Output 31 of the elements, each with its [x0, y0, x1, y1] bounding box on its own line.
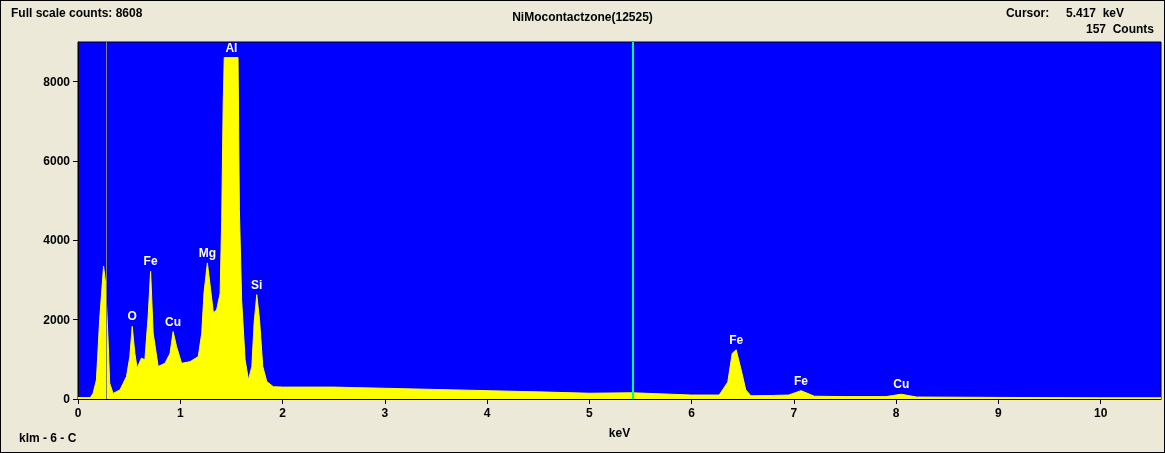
text: 157 Counts [1085, 22, 1155, 36]
annotation: Si [251, 277, 263, 292]
text: Cursor: 5.417 keV [1005, 6, 1125, 20]
x-tick-label: 3 [381, 406, 389, 420]
annotation: Fe [729, 332, 744, 347]
x-tick-label: 6 [688, 406, 696, 420]
y-tick-label: 8000 [43, 74, 71, 89]
annotation: Mg [198, 245, 217, 260]
text: Full scale counts: 8608 [11, 6, 143, 20]
x-tick-label: 2 [279, 406, 287, 420]
annotation: O [127, 309, 137, 324]
annotation: Cu [165, 314, 182, 329]
y-tick-label: 2000 [43, 312, 71, 327]
annotation: Fe [143, 254, 158, 269]
x-tick-label: 8 [892, 406, 900, 420]
annotation: Al [225, 40, 238, 55]
x-tick-label: 1 [176, 406, 184, 420]
x-tick-label: 10 [1093, 406, 1108, 420]
x-axis-title: keV [608, 426, 631, 440]
x-tick-label: 4 [483, 406, 491, 420]
x-tick-label: 9 [995, 406, 1003, 420]
x-tick-label: 7 [790, 406, 798, 420]
text: klm - 6 - C [19, 431, 77, 445]
chart-title: NiMocontactzone(12525) [512, 10, 653, 24]
y-tick-label: 4000 [43, 233, 71, 248]
x-tick-label: 5 [585, 406, 593, 420]
y-tick-label: 6000 [43, 154, 71, 168]
annotation: Fe [794, 373, 809, 388]
x-tick-label: 0 [74, 406, 82, 420]
annotation: Cu [893, 377, 910, 392]
y-tick-label: 0 [63, 392, 71, 406]
